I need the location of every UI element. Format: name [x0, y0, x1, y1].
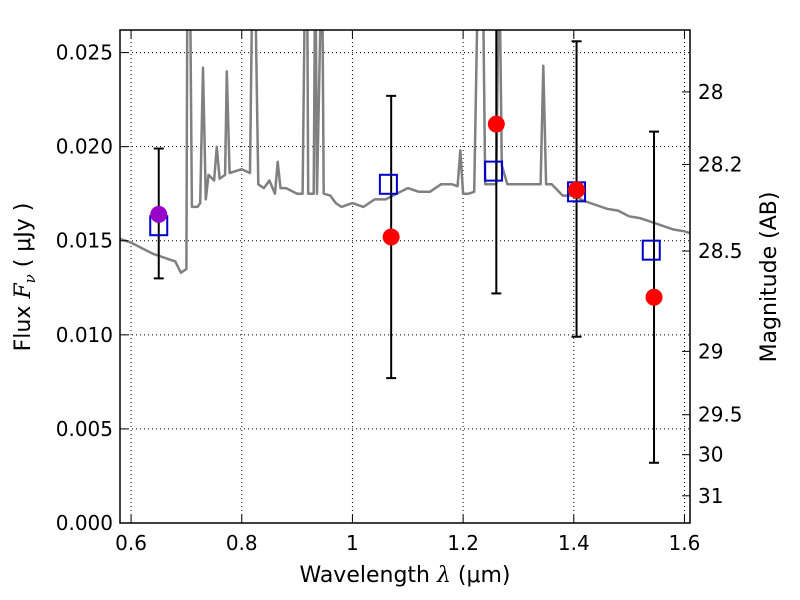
- y-tick-label: 0.025: [56, 41, 113, 65]
- observed-point: [487, 115, 505, 133]
- y2-tick-label: 28: [698, 80, 723, 104]
- tick-group: 0.6 0.8 1 1.2 1.4 1.6 0.000 0.005 0.010 0.015 0.02…: [56, 30, 743, 555]
- x-tick-label: 1.4: [558, 531, 590, 555]
- x-axis-title-unit: (μm): [451, 563, 511, 588]
- observed-point: [645, 288, 663, 306]
- y2-tick-label: 30: [698, 443, 723, 467]
- errorbar-group: [153, 30, 660, 464]
- observed-point: [568, 181, 586, 199]
- x-tick-label: 1.2: [447, 531, 479, 555]
- data-point-group: [149, 115, 663, 306]
- model-spectrum-line: [120, 30, 690, 274]
- y2-tick-label: 29.5: [698, 403, 743, 427]
- model-photometry-box: [641, 239, 661, 261]
- model-photometry-box: [484, 160, 504, 182]
- y2-axis-title: Magnitude (AB): [757, 192, 782, 363]
- y-tick-label: 0.000: [56, 511, 113, 535]
- x-tick-label: 1.6: [669, 531, 701, 555]
- x-tick-label: 0.6: [115, 531, 147, 555]
- y-tick-label: 0.020: [56, 135, 113, 159]
- y2-tick-label: 28.5: [698, 239, 743, 263]
- y2-tick-label: 31: [698, 484, 723, 508]
- y-axis-title-subscript: ν: [21, 274, 39, 283]
- x-axis-title-prefix: Wavelength: [299, 563, 437, 588]
- x-tick-label: 0.8: [226, 531, 258, 555]
- y-axis-title-symbol: F: [11, 283, 36, 300]
- y-axis-title-prefix: Flux: [11, 299, 36, 352]
- observed-point: [150, 205, 168, 223]
- x-tick-label: 1: [346, 531, 359, 555]
- grid: [120, 30, 690, 524]
- plot-frame: [119, 29, 691, 524]
- model-spectrum-group: [120, 30, 690, 274]
- y2-tick-label: 28.2: [698, 152, 743, 176]
- y-tick-label: 0.015: [56, 229, 113, 253]
- x-axis-title-symbol: λ: [436, 563, 451, 588]
- y-tick-label: 0.010: [56, 323, 113, 347]
- y-axis-title: Flux Fν ( μJy ): [11, 203, 39, 352]
- x-axis-title: Wavelength λ (μm): [299, 563, 510, 588]
- model-photometry-box: [378, 173, 398, 195]
- y-tick-label: 0.005: [56, 417, 113, 441]
- y-axis-title-unit: ( μJy ): [11, 203, 36, 275]
- y2-tick-label: 29: [698, 339, 723, 363]
- observed-point: [382, 228, 400, 246]
